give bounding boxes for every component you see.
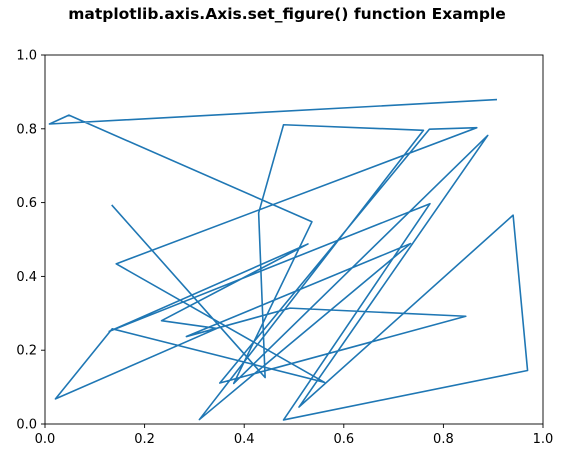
x-tick-label: 0.8 [433,432,454,447]
axes-frame [44,54,544,425]
y-tick-label: 0.6 [16,196,37,211]
y-tick-label: 1.0 [16,49,37,64]
x-tick-label: 0.2 [134,432,155,447]
plot-area [44,54,544,425]
y-tick-label: 0.4 [16,270,37,285]
chart-title: matplotlib.axis.Axis.set_figure() functi… [68,5,506,23]
x-tick-label: 1.0 [533,432,554,447]
series-line-1 [48,98,529,421]
y-tick-label: 0.2 [16,344,37,359]
x-tick-label: 0.6 [333,432,354,447]
x-axis: 0.0 0.2 0.4 0.6 0.8 1.0 [35,424,554,447]
y-axis: 0.0 0.2 0.4 0.6 0.8 1.0 [16,49,45,433]
x-tick-label: 0.0 [35,432,56,447]
y-tick-label: 0.8 [16,122,37,137]
x-tick-label: 0.4 [234,432,255,447]
y-tick-label: 0.0 [16,418,37,433]
